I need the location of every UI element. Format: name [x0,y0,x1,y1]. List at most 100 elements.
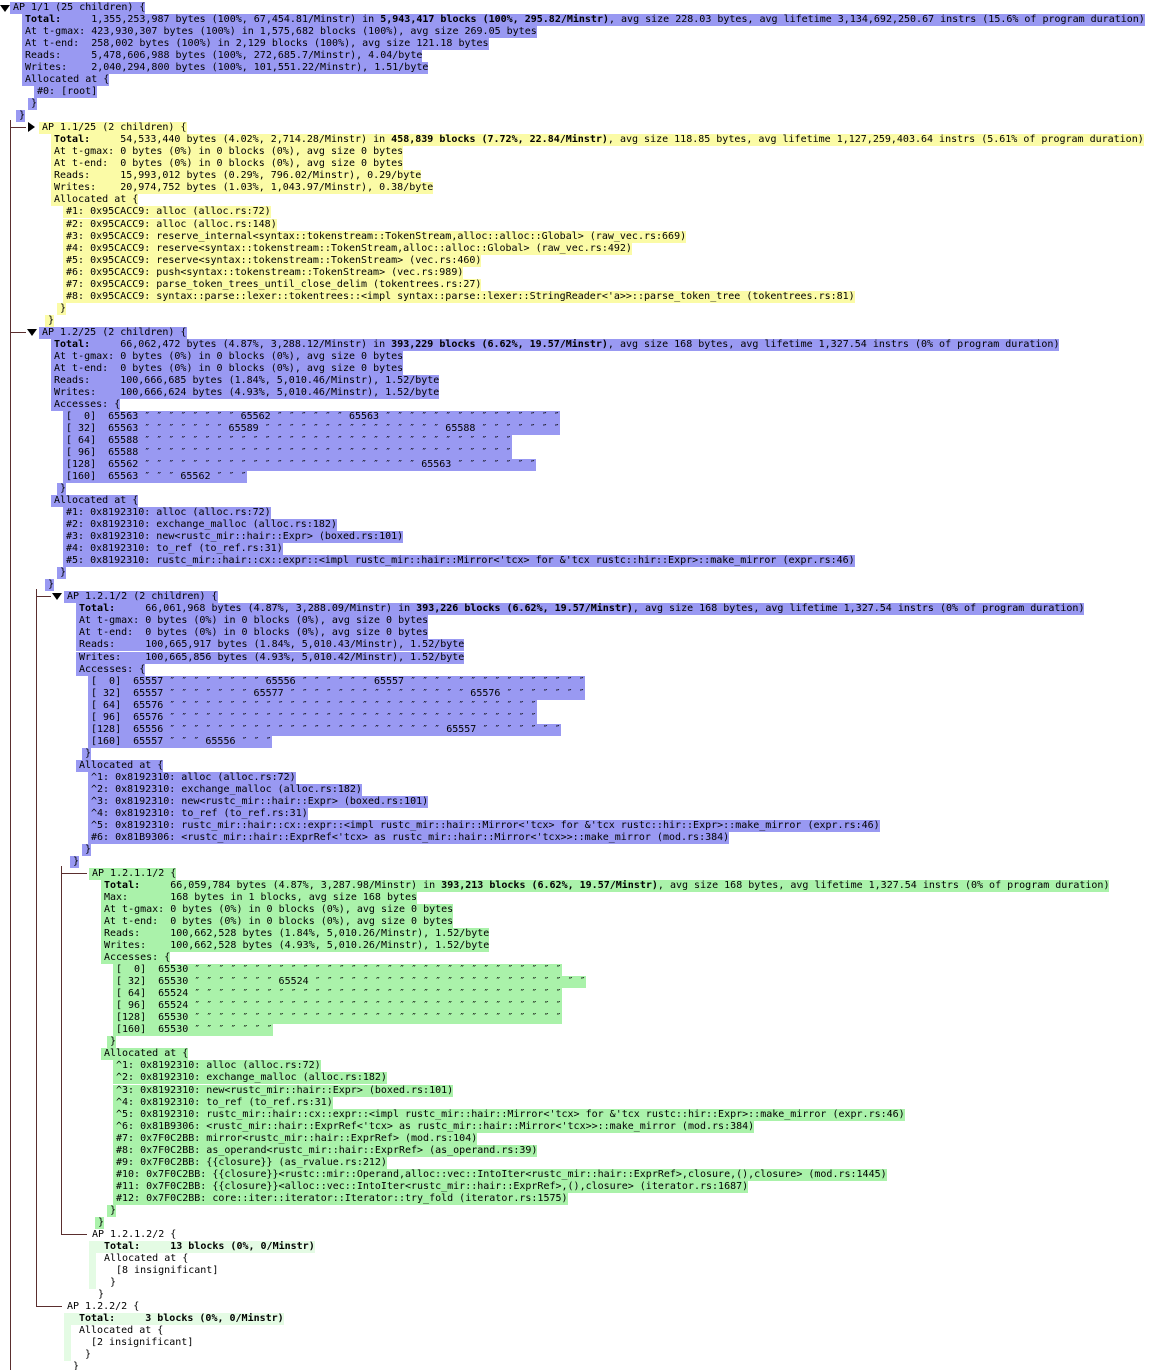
ap-1-2-1-1-frame: ^6: 0x81B9306: <rustc_mir::hair::ExprRef… [113,1121,755,1133]
ap-1-1-stat-text: 54,533,440 bytes (4.02%, 2,714.28/Minstr… [120,134,392,145]
ap-1-2-1-1-stat: At t-gmax: 0 bytes (0%) in 0 blocks (0%)… [101,904,454,916]
ap-1-2-2-allocated-close-text: } [85,1349,92,1360]
ap-1-frame-text: #0: [root] [37,86,98,97]
ap-1-2-1-1-frame: #10: 0x7F0C2BB: {{closure}}<rustc::mir::… [113,1169,887,1181]
ap-1-header-text: AP 1/1 (25 children) { [13,2,146,13]
ap-1-2-allocated-open: Allocated at { [51,495,139,507]
ap-1-2-frame: #5: 0x8192310: rustc_mir::hair::cx::expr… [63,555,855,567]
ap-1-2-frame: #2: 0x8192310: exchange_malloc (alloc.rs… [63,519,337,531]
ap-1-1-frame-text: #1: 0x95CACC9: alloc (alloc.rs:72) [66,206,271,217]
ap-1-2-1-frame: #6: 0x81B9306: <rustc_mir::hair::ExprRef… [88,832,730,844]
tree-guide-hline [36,1306,62,1307]
ap-1-2-1-1-header-text: AP 1.2.1.1/2 { [92,868,177,879]
ap-1-2-2-close: } [70,1361,79,1370]
ap-1-2-1-2-header-text: AP 1.2.1.2/2 { [92,1229,177,1240]
ap-1-2-1-frame-text: ^3: 0x8192310: new<rustc_mir::hair::Expr… [91,796,429,807]
ap-1-2-frame-text: #5: 0x8192310: rustc_mir::hair::cx::expr… [66,555,855,566]
ap-1-2-frame-text: #1: 0x8192310: alloc (alloc.rs:72) [66,507,271,518]
ap-1-2-stat-text: At t-gmax: 0 bytes (0%) in 0 blocks (0%)… [54,351,404,362]
ap-1-2-close: } [45,579,55,591]
ap-1-2-1-2-frame-text: [8 insignificant] [116,1265,219,1276]
ap-1-2-1-1-frame: #11: 0x7F0C2BB: {{closure}}<alloc::vec::… [113,1181,749,1193]
ap-1-2-1-stat-text: 393,226 blocks (6.62%, 19.57/Minstr) [416,603,633,614]
ap-1-2-1-1-stat: Total: 66,059,784 bytes (4.87%, 3,287.98… [101,880,1110,892]
ap-1-2-1-1-access-row: [160] 65530 ″ ″ ″ ″ ″ ″ ″ [113,1024,273,1036]
ap-1-2-1-stat-text: Writes: 100,665,856 bytes (4.93%, 5,010.… [79,652,465,663]
ap-1-2-1-access-row: [ 64] 65576 ″ ″ ″ ″ ″ ″ ″ ″ ″ ″ ″ ″ ″ ″ … [88,700,537,712]
ap-1-2-access-row-text: [ 32] 65563 ″ ″ ″ ″ ″ ″ ″ 65589 ″ ″ ″ ″ … [66,423,560,434]
ap-1-2-1-frame: ^5: 0x8192310: rustc_mir::hair::cx::expr… [88,820,880,832]
ap-1-2-1-1-frame-text: #9: 0x7F0C2BB: {{closure}} (as_rvalue.rs… [116,1157,387,1168]
ap-1-1-frame-text: #4: 0x95CACC9: reserve<syntax::tokenstre… [66,243,632,254]
ap-1-1-stat-text: Writes: 20,974,752 bytes (1.03%, 1,043.9… [54,182,434,193]
ap-1-2-1-1-stat: Max: 168 bytes in 1 blocks, avg size 168… [101,892,418,904]
expander-collapsed-icon[interactable] [28,122,35,132]
ap-1-2-1-stat: Total: 66,061,968 bytes (4.87%, 3,288.09… [76,603,1085,615]
ap-1-2-1-1-stat: At t-end: 0 bytes (0%) in 0 blocks (0%),… [101,916,454,928]
ap-1-1-frame-text: #7: 0x95CACC9: parse_token_trees_until_c… [66,279,482,290]
ap-1-2-1-1-stat-text: At t-gmax: 0 bytes (0%) in 0 blocks (0%)… [104,904,454,915]
ap-1-2-1-access-row-text: [ 0] 65557 ″ ″ ″ ″ ″ ″ ″ ″ 65556 ″ ″ ″ ″… [91,676,585,687]
ap-1-2-stat-text: 393,229 blocks (6.62%, 19.57/Minstr) [391,339,608,350]
ap-1-2-1-1-allocated-open: Allocated at { [101,1048,189,1060]
ap-1-stat-text: Total: [25,14,92,25]
ap-1-2-2-frame: [2 insignificant] [88,1337,193,1349]
ap-1-stat: Total: 1,355,253,987 bytes (100%, 67,454… [22,14,1145,26]
ap-1-2-accesses-open-text: Accesses: { [54,399,121,410]
ap-1-2-frame-text: #2: 0x8192310: exchange_malloc (alloc.rs… [66,519,337,530]
ap-1-2-allocated-open-text: Allocated at { [54,495,139,506]
ap-1-2-1-1-access-row-text: [128] 65530 ″ ″ ″ ″ ″ ″ ″ ″ ″ ″ ″ ″ ″ ″ … [116,1012,562,1023]
ap-1-2-1-1-stat: Writes: 100,662,528 bytes (4.93%, 5,010.… [101,940,490,952]
ap-1-1-stat: Reads: 15,993,012 bytes (0.29%, 796.02/M… [51,170,422,182]
ap-1-2-1-frame-text: ^2: 0x8192310: exchange_malloc (alloc.rs… [91,784,362,795]
ap-1-header: AP 1/1 (25 children) { [10,2,146,14]
ap-1-2-1-2-allocated-close-text: } [110,1277,117,1288]
tree-guide-vline [10,120,11,1370]
ap-1-2-frame: #1: 0x8192310: alloc (alloc.rs:72) [63,507,271,519]
ap-1-2-1-frame: ^3: 0x8192310: new<rustc_mir::hair::Expr… [88,796,429,808]
ap-1-1-header-text: AP 1.1/25 (2 children) { [42,122,187,133]
ap-1-1-stat-text: Reads: 15,993,012 bytes (0.29%, 796.02/M… [54,170,422,181]
ap-1-2-stat-text: , avg size 168 bytes, avg lifetime 1,327… [607,339,1060,350]
ap-1-stat-text: 1,355,253,987 bytes (100%, 67,454.81/Min… [91,14,381,25]
expander-expanded-icon[interactable] [52,593,62,600]
ap-1-2-1-2-header: AP 1.2.1.2/2 { [89,1229,176,1241]
ap-1-2-accesses-close-text: } [60,483,67,494]
ap-1-1-stat-text: 458,839 blocks (7.72%, 22.84/Minstr) [391,134,608,145]
ap-1-2-stat-text: At t-end: 0 bytes (0%) in 0 blocks (0%),… [54,363,404,374]
ap-1-1-frame-text: #8: 0x95CACC9: syntax::parse::lexer::tok… [66,291,855,302]
expander-expanded-icon[interactable] [27,329,37,336]
ap-1-1-frame: #3: 0x95CACC9: reserve_internal<syntax::… [63,231,687,243]
tree-guide-vline [36,589,37,1306]
ap-1-2-1-1-frame-text: ^6: 0x81B9306: <rustc_mir::hair::ExprRef… [116,1121,755,1132]
ap-1-1-frame: #7: 0x95CACC9: parse_token_trees_until_c… [63,279,482,291]
ap-1-2-accesses-close: } [57,483,67,495]
ap-1-close: } [16,110,26,122]
ap-1-2-stat-text: 66,062,472 bytes (4.87%, 3,288.12/Minstr… [120,339,392,350]
ap-1-close-text: } [19,110,26,121]
ap-1-allocated-open: Allocated at { [22,74,110,86]
ap-1-stat-text: , avg size 228.03 bytes, avg lifetime 3,… [609,14,1145,25]
expander-expanded-icon[interactable] [0,5,10,12]
ap-1-2-1-header: AP 1.2.1/2 (2 children) { [64,591,218,603]
ap-1-2-1-frame: ^2: 0x8192310: exchange_malloc (alloc.rs… [88,784,362,796]
ap-1-2-1-access-row: [ 96] 65576 ″ ″ ″ ″ ″ ″ ″ ″ ″ ″ ″ ″ ″ ″ … [88,712,537,724]
ap-1-2-stat: Writes: 100,666,624 bytes (4.93%, 5,010.… [51,387,440,399]
ap-1-2-1-1-stat-text: Writes: 100,662,528 bytes (4.93%, 5,010.… [104,940,490,951]
ap-1-2-1-frame-text: #6: 0x81B9306: <rustc_mir::hair::ExprRef… [91,832,730,843]
ap-1-1-stat-text: , avg size 118.85 bytes, avg lifetime 1,… [607,134,1144,145]
ap-1-1-stat-text: At t-gmax: 0 bytes (0%) in 0 blocks (0%)… [54,146,404,157]
ap-1-1-stat-text: Total: [54,134,121,145]
ap-1-2-access-row: [ 0] 65563 ″ ″ ″ ″ ″ ″ ″ ″ 65562 ″ ″ ″ ″… [63,411,560,423]
ap-1-2-1-allocated-close: } [82,844,92,856]
ap-1-1-stat-text: At t-end: 0 bytes (0%) in 0 blocks (0%),… [54,158,404,169]
ap-1-2-1-close-text: } [73,856,80,867]
ap-1-2-1-1-access-row-text: [ 96] 65524 ″ ″ ″ ″ ″ ″ ″ ″ ″ ″ ″ ″ ″ ″ … [116,1000,562,1011]
ap-1-1-allocated-close: } [57,303,67,315]
ap-1-2-access-row: [ 64] 65588 ″ ″ ″ ″ ″ ″ ″ ″ ″ ″ ″ ″ ″ ″ … [63,435,512,447]
tree-guide-hline [61,873,87,874]
ap-1-stat-text: Reads: 5,478,606,988 bytes (100%, 272,68… [25,50,423,61]
ap-1-2-close-text: } [48,579,55,590]
ap-1-2-header-text: AP 1.2/25 (2 children) { [42,327,187,338]
ap-1-2-1-2-allocated-open: Allocated at { [101,1253,188,1265]
